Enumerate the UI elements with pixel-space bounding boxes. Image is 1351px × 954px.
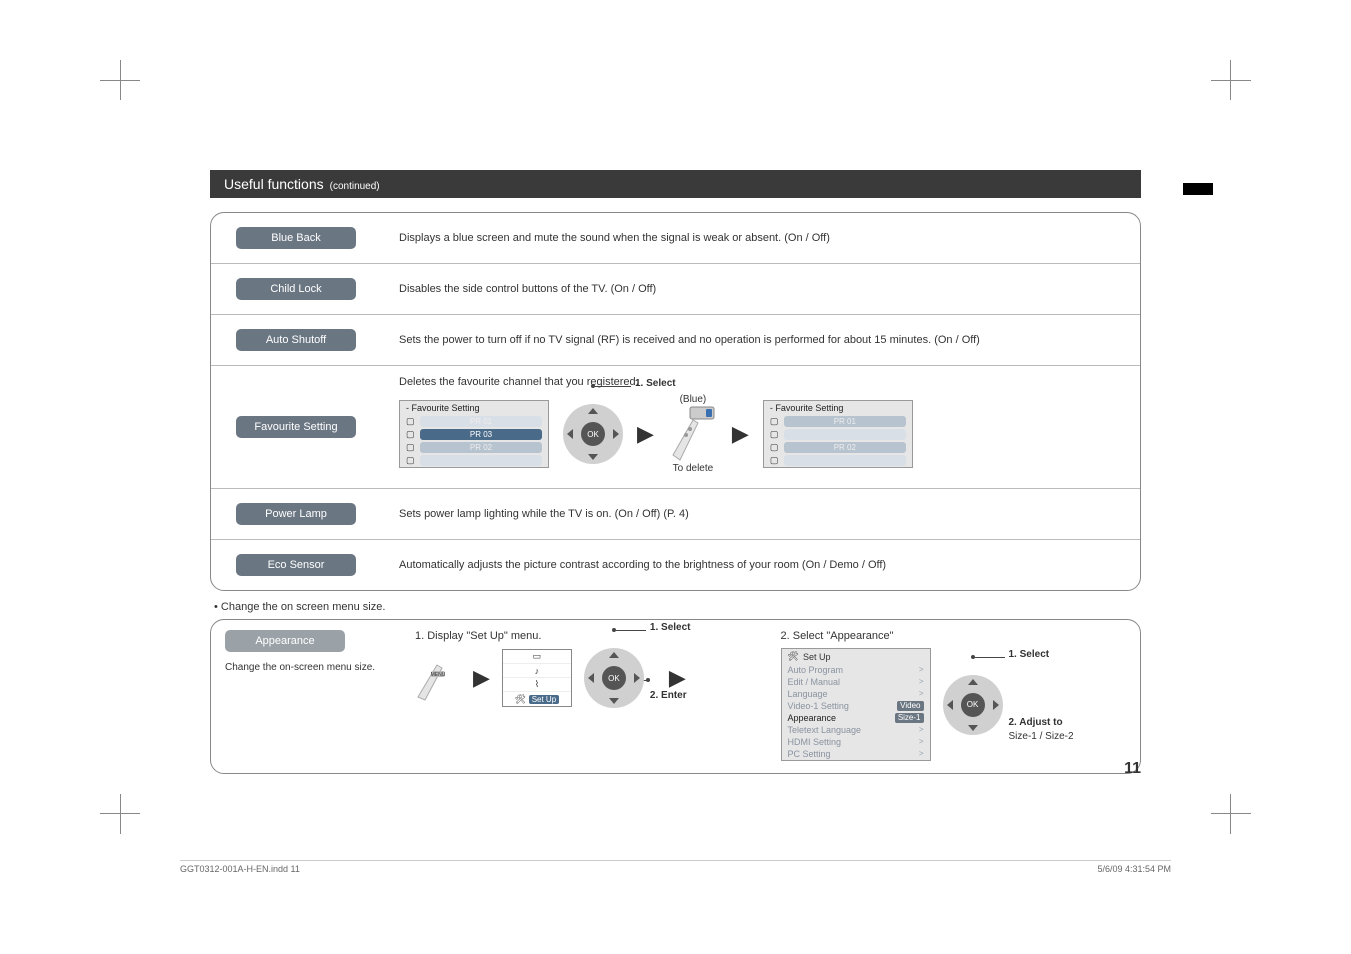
fav-item: PR 01 xyxy=(784,416,906,427)
fav-menu-title: - Favourite Setting xyxy=(770,403,844,413)
table-row: Blue Back Displays a blue screen and mut… xyxy=(211,213,1140,264)
setting-label: Favourite Setting xyxy=(236,416,356,438)
fav-item xyxy=(420,455,542,466)
setting-label: Child Lock xyxy=(236,278,356,300)
step1-select: 1. Select xyxy=(650,622,691,633)
blue-caption: (Blue) xyxy=(680,394,707,405)
step-select: 1. Select xyxy=(635,378,676,389)
step2-adjust-values: Size-1 / Size-2 xyxy=(1009,731,1074,742)
ok-button-icon: OK xyxy=(961,693,985,717)
setting-label: Auto Shutoff xyxy=(236,329,356,351)
dpad-icon: OK xyxy=(563,404,623,464)
setup-menu-line: Teletext Language> xyxy=(782,724,930,736)
setting-desc: Automatically adjusts the picture contra… xyxy=(381,540,1140,591)
appearance-panel: Appearance Change the on-screen menu siz… xyxy=(210,619,1141,774)
flow-arrow-icon: ▶ xyxy=(473,665,490,691)
page-number: 11 xyxy=(1124,760,1141,778)
table-row: Eco Sensor Automatically adjusts the pic… xyxy=(211,540,1140,591)
setup-menu-line: Video-1 SettingVideo xyxy=(782,700,930,712)
fav-item: PR 01 xyxy=(420,416,542,427)
fav-menu-title: - Favourite Setting xyxy=(406,403,480,413)
callout-line xyxy=(595,386,631,387)
page-edge-tab xyxy=(1183,183,1213,195)
ok-button-icon: OK xyxy=(602,666,626,690)
setting-label: Power Lamp xyxy=(236,503,356,525)
fav-item: PR 02 xyxy=(784,442,906,453)
setting-label: Eco Sensor xyxy=(236,554,356,576)
remote-icon xyxy=(668,405,718,463)
setup-menu-line: Auto Program> xyxy=(782,664,930,676)
remote-icon: MENU xyxy=(415,655,461,701)
appearance-desc: Change the on-screen menu size. xyxy=(225,662,395,673)
fav-menu-after: - Favourite Setting ▢PR 01 ▢ ▢PR 02 ▢ xyxy=(763,400,913,468)
dpad-icon: OK xyxy=(943,675,1003,735)
table-row: Auto Shutoff Sets the power to turn off … xyxy=(211,315,1140,366)
fav-menu-before: - Favourite Setting ▢PR 01 ▢PR 03 ▢PR 02… xyxy=(399,400,549,468)
callout-line xyxy=(616,630,646,631)
flow-arrow-icon: ▶ xyxy=(732,421,749,447)
footer-left: GGT0312-001A-H-EN.indd 11 xyxy=(180,864,300,874)
change-note: • Change the on screen menu size. xyxy=(214,601,1137,613)
step2-select: 1. Select xyxy=(1009,649,1050,660)
setup-menu: 🛠Set Up Auto Program>Edit / Manual>Langu… xyxy=(781,648,931,761)
svg-text:MENU: MENU xyxy=(431,672,446,678)
setting-label: Blue Back xyxy=(236,227,356,249)
fav-item xyxy=(784,455,906,466)
table-row: Favourite Setting Deletes the favourite … xyxy=(211,366,1140,489)
section-title: Useful functions xyxy=(224,176,324,192)
section-title-bar: Useful functions (continued) xyxy=(210,170,1141,198)
step2-head: 2. Select "Appearance" xyxy=(781,630,1127,642)
fav-item xyxy=(784,429,906,440)
ok-button-icon: OK xyxy=(581,422,605,446)
setting-desc: Sets the power to turn off if no TV sign… xyxy=(381,315,1140,366)
to-delete: To delete xyxy=(673,463,714,474)
flow-arrow-icon: ▶ xyxy=(669,665,686,691)
quick-menu-label: Set Up xyxy=(529,695,559,704)
step2-adjust: 2. Adjust to xyxy=(1009,717,1063,728)
setting-desc: Displays a blue screen and mute the soun… xyxy=(381,213,1140,264)
dpad-icon: OK xyxy=(584,648,644,708)
table-row: Power Lamp Sets power lamp lighting whil… xyxy=(211,489,1140,540)
fav-item: PR 02 xyxy=(420,442,542,453)
fav-intro: Deletes the favourite channel that you r… xyxy=(399,376,1122,388)
setting-desc: Sets power lamp lighting while the TV is… xyxy=(381,489,1140,540)
flow-arrow-icon: ▶ xyxy=(637,421,654,447)
setup-menu-line: Language> xyxy=(782,688,930,700)
setting-desc: Disables the side control buttons of the… xyxy=(381,264,1140,315)
appearance-pill: Appearance xyxy=(225,630,345,652)
setup-menu-line: PC Setting> xyxy=(782,748,930,760)
settings-panel: Blue Back Displays a blue screen and mut… xyxy=(210,212,1141,591)
setup-menu-title: Set Up xyxy=(803,652,831,662)
fav-item: PR 03 xyxy=(420,429,542,440)
callout-line xyxy=(975,657,1005,658)
table-row: Child Lock Disables the side control but… xyxy=(211,264,1140,315)
setup-menu-line: HDMI Setting> xyxy=(782,736,930,748)
step1-enter: 2. Enter xyxy=(650,690,687,701)
section-title-cont: (continued) xyxy=(330,181,380,192)
quick-menu: ▭ ♪ ⌇ 🛠Set Up xyxy=(502,649,572,707)
setup-menu-line: AppearanceSize-1 xyxy=(782,712,930,724)
footer-right: 5/6/09 4:31:54 PM xyxy=(1097,864,1171,874)
setup-menu-line: Edit / Manual> xyxy=(782,676,930,688)
step1-head: 1. Display "Set Up" menu. xyxy=(415,630,761,642)
